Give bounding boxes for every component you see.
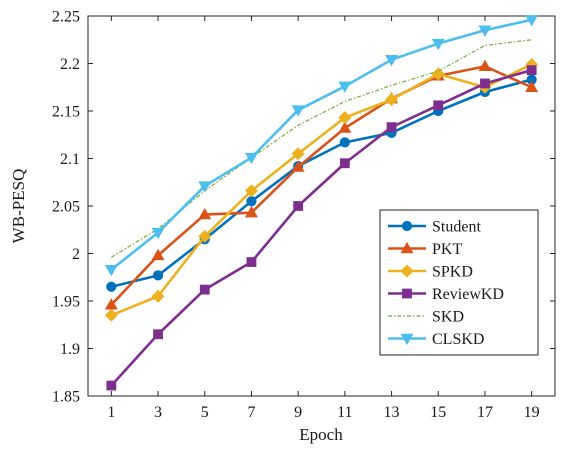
x-tick-label: 9 bbox=[294, 404, 302, 421]
data-point bbox=[525, 15, 539, 27]
data-point bbox=[525, 80, 539, 92]
x-tick-label: 15 bbox=[430, 404, 446, 421]
data-point bbox=[338, 121, 352, 133]
data-point bbox=[106, 281, 117, 292]
series-skd bbox=[111, 39, 532, 258]
data-point bbox=[246, 257, 257, 267]
data-point bbox=[244, 184, 258, 198]
x-tick-label: 5 bbox=[201, 404, 209, 421]
data-point bbox=[151, 227, 165, 240]
data-point bbox=[106, 380, 117, 391]
data-point bbox=[385, 93, 399, 107]
legend-item: PKT bbox=[388, 241, 462, 258]
data-point bbox=[478, 25, 492, 37]
data-point bbox=[291, 160, 305, 172]
data-point bbox=[431, 38, 445, 51]
series-layer bbox=[104, 15, 539, 391]
legend-marker bbox=[400, 264, 414, 278]
data-point bbox=[152, 270, 164, 281]
y-tick-label: 1.85 bbox=[52, 389, 80, 406]
legend-box bbox=[379, 209, 539, 356]
y-tick-label: 1.95 bbox=[52, 294, 80, 311]
data-point bbox=[339, 158, 350, 169]
data-point bbox=[104, 308, 118, 322]
data-point bbox=[199, 284, 210, 295]
y-tick-label: 2 bbox=[72, 246, 80, 263]
series-line bbox=[111, 78, 532, 289]
data-point bbox=[198, 229, 212, 243]
y-tick-label: 2.15 bbox=[52, 104, 80, 121]
data-point bbox=[431, 67, 445, 81]
data-point bbox=[339, 137, 350, 148]
x-tick-label: 13 bbox=[384, 404, 400, 421]
x-tick-label: 1 bbox=[107, 404, 115, 421]
series-line bbox=[110, 68, 533, 387]
x-tick-label: 11 bbox=[337, 404, 352, 421]
data-point bbox=[338, 81, 352, 93]
legend-label: SPKD bbox=[432, 264, 473, 281]
data-point bbox=[151, 289, 165, 303]
legend-label: SKD bbox=[432, 309, 464, 326]
legend-item: CLSKD bbox=[388, 331, 484, 348]
series-clskd bbox=[104, 15, 539, 277]
data-point bbox=[338, 111, 352, 125]
data-point bbox=[153, 329, 163, 340]
y-tick-label: 2.1 bbox=[60, 151, 80, 168]
x-tick-label: 19 bbox=[524, 404, 540, 421]
data-point bbox=[480, 78, 490, 89]
data-point bbox=[433, 100, 444, 111]
legend-marker bbox=[402, 288, 412, 299]
legend-label: Student bbox=[432, 219, 481, 236]
data-point bbox=[293, 201, 304, 211]
x-tick-label: 17 bbox=[477, 404, 493, 421]
x-tick-label: 7 bbox=[247, 404, 255, 421]
y-axis-ticks: 1.85 1.9 1.95 2 2.05 2.1 2.15 2.2 2.25 bbox=[52, 9, 555, 406]
series-reviewkd bbox=[106, 65, 537, 391]
data-point bbox=[151, 248, 165, 261]
series-line bbox=[110, 65, 533, 306]
legend-label: PKT bbox=[432, 241, 462, 258]
data-point bbox=[104, 264, 118, 277]
legend-item: SPKD bbox=[388, 264, 473, 281]
data-point bbox=[198, 207, 212, 220]
y-tick-label: 2.05 bbox=[52, 199, 80, 216]
legend-marker bbox=[400, 241, 414, 254]
data-point bbox=[198, 181, 212, 193]
legend-marker bbox=[401, 220, 413, 232]
y-axis-label: WB-PESQ bbox=[9, 169, 28, 244]
legend-label: CLSKD bbox=[432, 331, 484, 348]
y-tick-label: 1.9 bbox=[60, 341, 80, 358]
legend-item: SKD bbox=[388, 309, 464, 326]
legend-item: Student bbox=[388, 219, 481, 236]
data-point bbox=[246, 196, 257, 207]
data-point bbox=[291, 105, 305, 117]
y-tick-label: 2.2 bbox=[60, 56, 80, 73]
data-point bbox=[386, 122, 397, 133]
series-line bbox=[111, 39, 532, 258]
legend: Student PKT SPKD ReviewKD SKD CLSKD bbox=[379, 209, 539, 356]
x-tick-label: 3 bbox=[154, 404, 162, 421]
series-line bbox=[110, 18, 532, 271]
data-point bbox=[244, 152, 258, 165]
data-point bbox=[385, 55, 399, 67]
x-axis-ticks: 1 3 5 7 9 11 13 15 17 19 bbox=[107, 16, 540, 421]
legend-label: ReviewKD bbox=[432, 286, 504, 303]
y-tick-label: 2.25 bbox=[52, 9, 80, 26]
legend-item: ReviewKD bbox=[388, 286, 504, 303]
x-axis-label: Epoch bbox=[299, 425, 343, 444]
data-point bbox=[244, 206, 258, 218]
series-line bbox=[110, 63, 533, 317]
data-point bbox=[291, 147, 305, 161]
data-point bbox=[478, 59, 492, 72]
data-point bbox=[526, 65, 537, 76]
legend-marker bbox=[400, 333, 414, 346]
